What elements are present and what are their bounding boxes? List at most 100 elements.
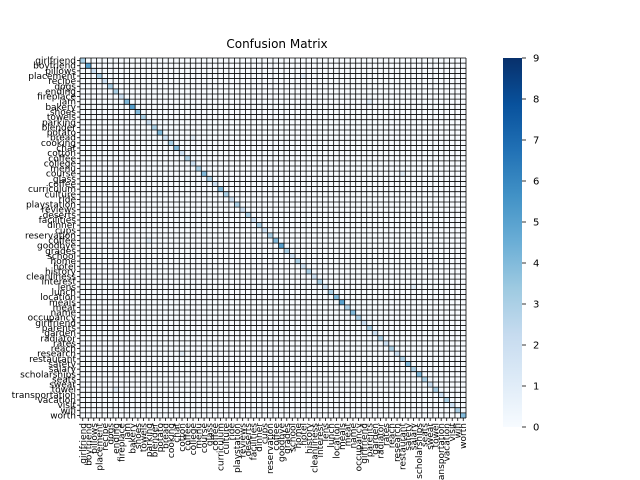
heatmap-cell	[383, 212, 389, 218]
heatmap-cell	[85, 109, 92, 115]
heatmap-cell	[438, 351, 444, 357]
heatmap-cell	[383, 258, 389, 264]
heatmap-cell	[146, 160, 152, 166]
heatmap-cell	[124, 140, 130, 146]
heatmap-cell	[113, 124, 119, 130]
heatmap-cell	[289, 166, 296, 172]
heatmap-cell	[212, 68, 218, 74]
heatmap-cell	[80, 351, 86, 357]
heatmap-cell	[179, 361, 185, 367]
heatmap-cell	[317, 145, 323, 151]
heatmap-cell	[432, 294, 439, 300]
heatmap-cell	[157, 294, 163, 300]
heatmap-cell	[344, 222, 351, 228]
heatmap-cell	[454, 346, 461, 352]
heatmap-cell	[306, 412, 312, 418]
heatmap-cell	[267, 124, 273, 130]
heatmap-cell	[184, 155, 191, 161]
heatmap-cell	[217, 366, 224, 372]
heatmap-cell	[339, 202, 345, 208]
heatmap-cell	[245, 340, 251, 346]
heatmap-cell	[432, 258, 439, 264]
heatmap-cell	[151, 124, 158, 130]
heatmap-cell	[344, 227, 351, 233]
heatmap-cell	[201, 150, 207, 156]
heatmap-cell	[250, 258, 257, 264]
heatmap-cell	[146, 392, 152, 398]
heatmap-cell	[311, 366, 318, 372]
heatmap-cell	[449, 397, 455, 403]
heatmap-cell	[394, 171, 400, 177]
heatmap-cell	[80, 253, 86, 259]
column-label: towels	[139, 423, 149, 452]
heatmap-cell	[184, 366, 191, 372]
heatmap-cell	[372, 171, 378, 177]
heatmap-cell	[173, 340, 180, 346]
heatmap-cell	[399, 130, 406, 136]
heatmap-cell	[322, 412, 329, 418]
heatmap-cell	[157, 289, 163, 295]
heatmap-cell	[355, 382, 362, 388]
heatmap-cell	[217, 222, 224, 228]
heatmap-cell	[162, 212, 169, 218]
heatmap-cell	[135, 340, 141, 346]
heatmap-cell	[333, 325, 340, 331]
heatmap-cell	[394, 361, 400, 367]
heatmap-cell	[96, 207, 103, 213]
heatmap-cell	[410, 253, 417, 259]
heatmap-cell	[350, 299, 356, 305]
heatmap-cell	[454, 58, 461, 64]
heatmap-cell	[118, 114, 125, 120]
heatmap-cell	[96, 217, 103, 223]
heatmap-cell	[438, 361, 444, 367]
heatmap-cell	[245, 181, 251, 187]
heatmap-cell	[410, 274, 417, 280]
heatmap-cell	[306, 217, 312, 223]
heatmap-cell	[146, 325, 152, 331]
heatmap-cell	[388, 176, 395, 182]
heatmap-cell	[201, 130, 207, 136]
heatmap-cell	[212, 248, 218, 254]
heatmap-cell	[460, 397, 466, 403]
heatmap-cell	[245, 371, 251, 377]
heatmap-cell	[168, 248, 174, 254]
heatmap-cell	[212, 294, 218, 300]
heatmap-cell	[339, 58, 345, 64]
heatmap-cell	[195, 212, 202, 218]
heatmap-cell	[344, 320, 351, 326]
heatmap-cell	[250, 176, 257, 182]
heatmap-cell	[443, 78, 450, 84]
heatmap-cell	[162, 382, 169, 388]
heatmap-cell	[449, 78, 455, 84]
heatmap-cell	[80, 150, 86, 156]
heatmap-cell	[344, 310, 351, 316]
heatmap-cell	[140, 356, 147, 362]
heatmap-cell	[223, 263, 229, 269]
heatmap-cell	[206, 294, 213, 300]
heatmap-cell	[399, 222, 406, 228]
heatmap-cell	[322, 299, 329, 305]
heatmap-cell	[173, 325, 180, 331]
heatmap-cell	[295, 371, 301, 377]
heatmap-cell	[432, 289, 439, 295]
heatmap-cell	[377, 109, 384, 115]
heatmap-cell	[140, 166, 147, 172]
heatmap-cell	[284, 274, 290, 280]
heatmap-cell	[245, 351, 251, 357]
heatmap-cell	[173, 366, 180, 372]
heatmap-cell	[102, 346, 108, 352]
heatmap-cell	[168, 124, 174, 130]
heatmap-cell	[339, 366, 345, 372]
heatmap-cell	[234, 186, 240, 192]
heatmap-cell	[195, 176, 202, 182]
heatmap-cell	[96, 202, 103, 208]
heatmap-cell	[118, 346, 125, 352]
heatmap-cell	[322, 330, 329, 336]
heatmap-cell	[399, 238, 406, 244]
heatmap-cell	[383, 119, 389, 125]
heatmap-cell	[113, 104, 119, 110]
heatmap-cell	[157, 104, 163, 110]
heatmap-cell	[190, 63, 196, 69]
heatmap-cell	[284, 109, 290, 115]
heatmap-cell	[443, 94, 450, 100]
